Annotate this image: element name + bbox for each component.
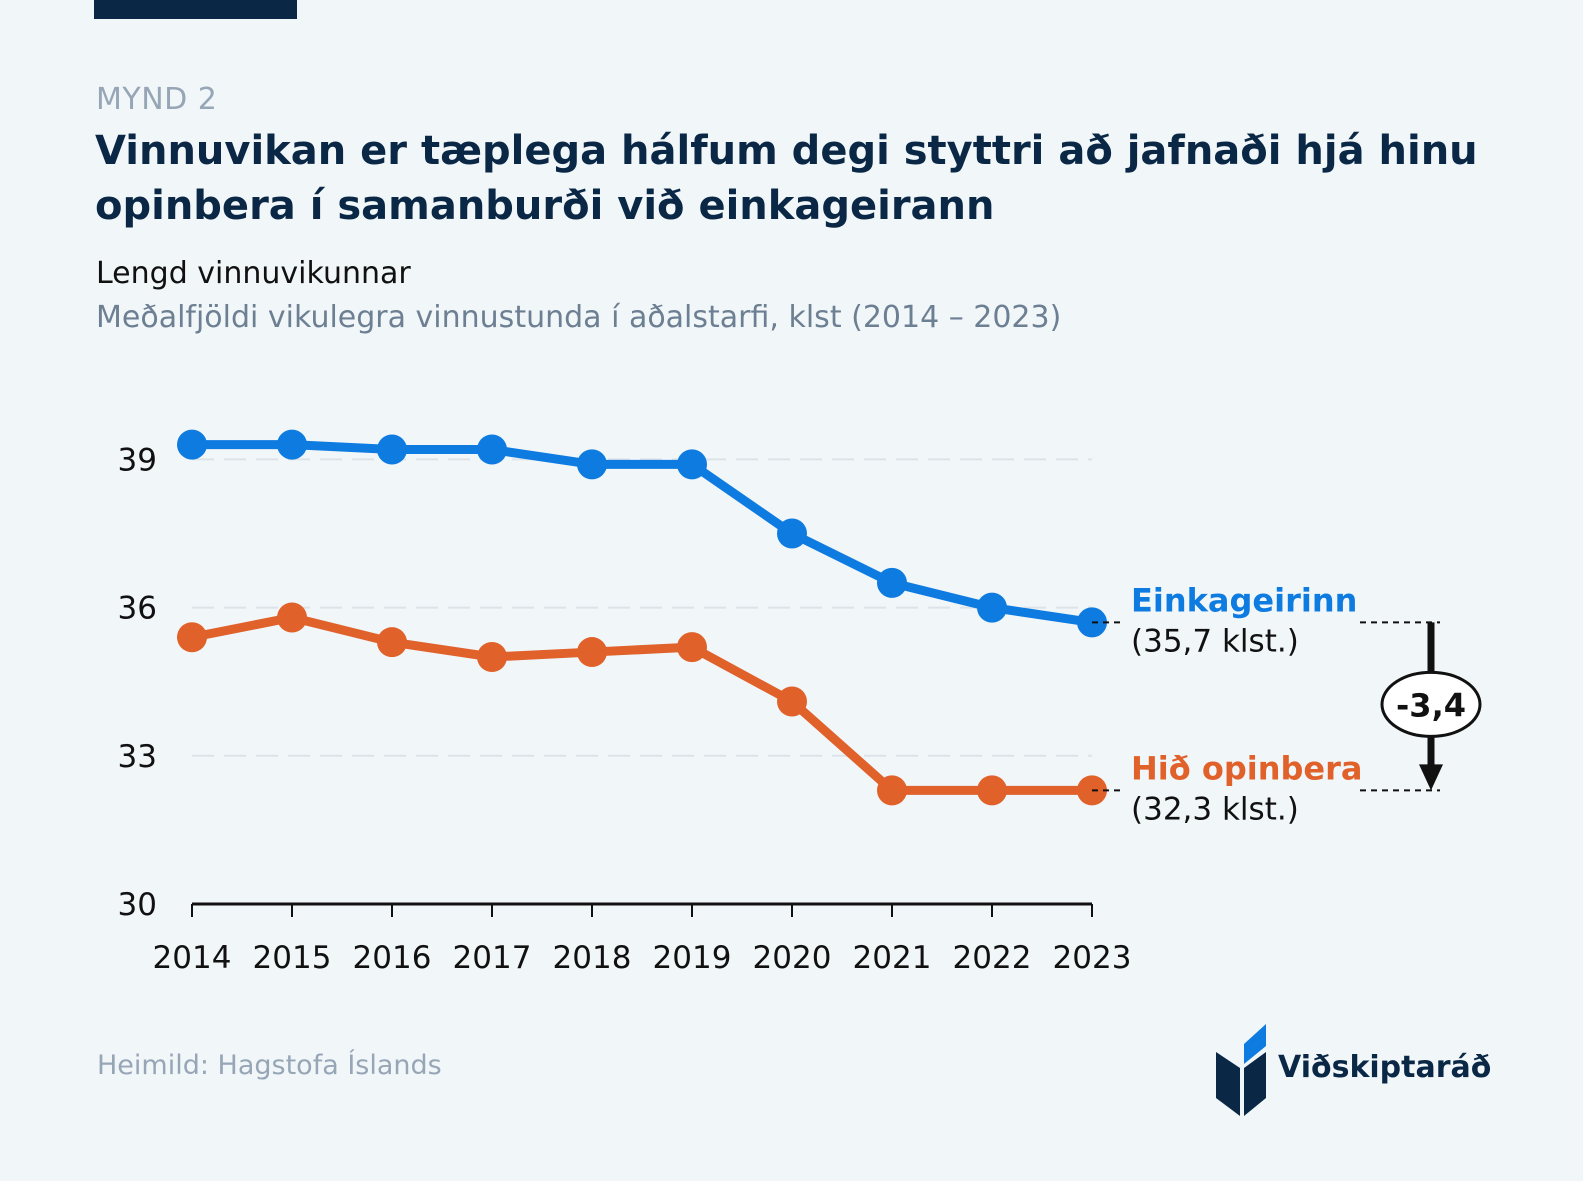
data-point xyxy=(377,434,407,465)
y-tick-label: 30 xyxy=(118,887,157,923)
x-tick-label: 2021 xyxy=(853,940,932,976)
x-tick-label: 2014 xyxy=(153,940,232,976)
data-point xyxy=(677,632,707,663)
x-tick-label: 2019 xyxy=(653,940,732,976)
series-label: Einkageirinn xyxy=(1131,581,1357,619)
data-point xyxy=(277,602,307,633)
data-point xyxy=(577,449,607,480)
top-accent-bar xyxy=(94,0,297,19)
data-point xyxy=(477,642,507,672)
data-point xyxy=(177,429,207,460)
difference-arrow-head xyxy=(1419,764,1443,791)
data-point xyxy=(877,775,907,806)
data-point xyxy=(477,434,507,465)
x-tick-label: 2015 xyxy=(253,940,332,976)
data-point xyxy=(677,449,707,480)
logo-text: Viðskiptaráð xyxy=(1278,1050,1492,1085)
data-point xyxy=(777,686,807,717)
vidskiptarad-logo-icon xyxy=(1216,1024,1266,1116)
series-line-private xyxy=(192,440,1093,627)
x-tick-label: 2020 xyxy=(753,940,832,976)
chart-title: Vinnuvikan er tæplega hálfum degi styttr… xyxy=(95,128,1478,229)
data-point xyxy=(277,429,307,460)
chart-subtitle: Lengd vinnuvikunnar xyxy=(96,256,411,291)
figure-number: MYND 2 xyxy=(96,82,218,117)
chart-description: Meðalfjöldi vikulegra vinnustunda í aðal… xyxy=(96,300,1062,335)
y-tick-label: 39 xyxy=(118,442,157,478)
data-point xyxy=(977,775,1007,806)
x-tick-label: 2016 xyxy=(353,940,432,976)
x-tick-label: 2023 xyxy=(1053,940,1132,976)
y-tick-label: 36 xyxy=(118,591,157,627)
data-point xyxy=(377,627,407,658)
series-label: Hið opinbera xyxy=(1131,749,1363,787)
data-point xyxy=(177,622,207,653)
series-value-label: (35,7 klst.) xyxy=(1131,623,1299,659)
data-point xyxy=(577,637,607,668)
x-tick-label: 2017 xyxy=(453,940,532,976)
series-value-label: (32,3 klst.) xyxy=(1131,791,1299,827)
x-tick-label: 2018 xyxy=(553,940,632,976)
data-point xyxy=(777,518,807,549)
difference-value: -3,4 xyxy=(1396,686,1466,724)
y-tick-label: 33 xyxy=(118,739,157,775)
data-point xyxy=(977,592,1007,623)
source-note: Heimild: Hagstofa Íslands xyxy=(97,1050,442,1081)
series-line-public xyxy=(191,612,1092,795)
difference-badge xyxy=(1380,670,1482,738)
x-tick-label: 2022 xyxy=(953,940,1032,976)
data-point xyxy=(877,567,907,598)
